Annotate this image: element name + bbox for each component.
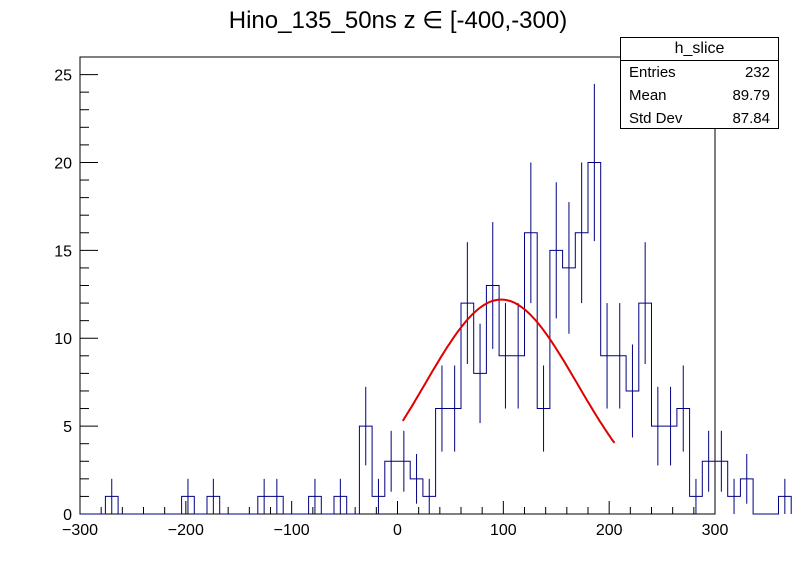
- y-tick-label: 20: [54, 155, 72, 172]
- y-tick-labels: 0 5 10 15 20 25: [54, 68, 72, 524]
- y-tick-label: 5: [63, 419, 72, 436]
- stats-value: 89.79: [732, 87, 770, 104]
- x-tick-label: −200: [168, 522, 204, 539]
- x-tick-label: −300: [62, 522, 98, 539]
- stats-box-name: h_slice: [621, 38, 778, 61]
- stats-row-stddev: Std Dev 87.84: [621, 107, 778, 130]
- gaussian-fit-curve: [401, 298, 616, 444]
- stats-label: Mean: [629, 87, 667, 104]
- stats-value: 232: [744, 64, 770, 81]
- x-tick-label: 100: [490, 522, 517, 539]
- error-bars: [111, 83, 786, 514]
- stats-box: h_slice Entries 232 Mean 89.79 Std Dev 8…: [620, 37, 779, 129]
- x-tick-label: −100: [274, 522, 310, 539]
- y-tick-label: 15: [54, 243, 72, 260]
- histogram-outline: [80, 161, 792, 515]
- x-tick-label: 300: [702, 522, 729, 539]
- stats-value: 87.84: [732, 110, 770, 127]
- x-tick-label: 200: [596, 522, 623, 539]
- x-tick-label: 0: [393, 522, 402, 539]
- chart-title: Hino_135_50ns z ∈ [-400,-300): [228, 7, 568, 34]
- stats-row-entries: Entries 232: [621, 61, 778, 84]
- x-tick-labels: −300 −200 −100 0 100 200 300: [62, 522, 728, 539]
- stats-label: Std Dev: [629, 110, 683, 127]
- y-tick-label: 10: [54, 331, 72, 348]
- y-tick-label: 25: [54, 68, 72, 85]
- stats-label: Entries: [629, 64, 676, 81]
- y-tick-label: 0: [63, 507, 72, 524]
- stats-row-mean: Mean 89.79: [621, 84, 778, 107]
